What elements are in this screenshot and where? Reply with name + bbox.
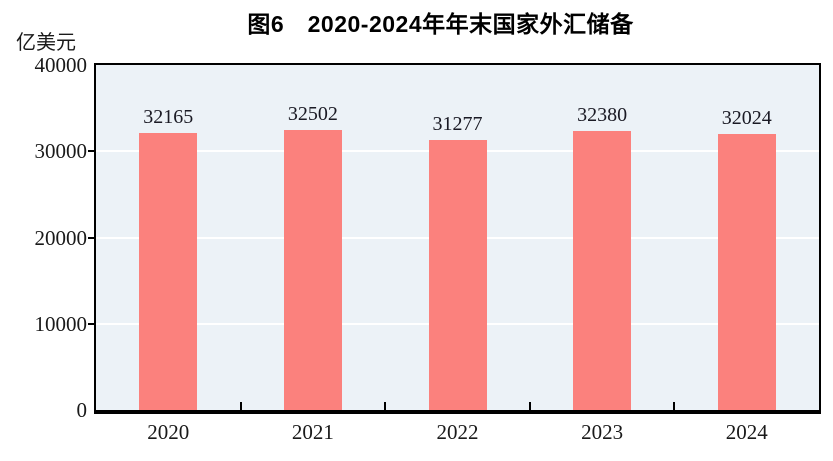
x-tick-mark bbox=[384, 402, 387, 410]
x-axis-label: 2023 bbox=[581, 420, 624, 444]
x-tick-mark bbox=[528, 402, 531, 410]
x-axis-label: 2020 bbox=[147, 420, 190, 444]
x-axis-label: 2022 bbox=[436, 420, 479, 444]
bar bbox=[283, 129, 342, 410]
y-tick-label: 10000 bbox=[34, 311, 88, 336]
bar bbox=[139, 132, 198, 410]
y-tick-label: 30000 bbox=[34, 139, 88, 164]
bar-value-label: 32165 bbox=[143, 105, 194, 128]
bar-value-label: 32502 bbox=[287, 102, 338, 125]
bar bbox=[573, 130, 632, 410]
y-tick-label: 0 bbox=[76, 398, 88, 422]
plot-area: 32165 32502 31277 32380 32024 bbox=[94, 63, 821, 414]
bar bbox=[428, 140, 487, 410]
chart-title: 图6 2020-2024年年末国家外汇储备 bbox=[247, 11, 634, 37]
y-axis-unit-label: 亿美元 bbox=[16, 32, 76, 54]
bar bbox=[717, 133, 776, 410]
x-tick-mark bbox=[239, 402, 242, 410]
bar-value-label: 31277 bbox=[432, 113, 483, 136]
x-axis-label: 2021 bbox=[291, 420, 334, 444]
x-tick-mark bbox=[673, 402, 676, 410]
bar-value-label: 32380 bbox=[577, 103, 628, 126]
y-tick-label: 40000 bbox=[34, 53, 88, 77]
bar-value-label: 32024 bbox=[721, 106, 772, 129]
x-axis-label: 2024 bbox=[725, 420, 768, 444]
y-tick-label: 20000 bbox=[34, 225, 88, 250]
